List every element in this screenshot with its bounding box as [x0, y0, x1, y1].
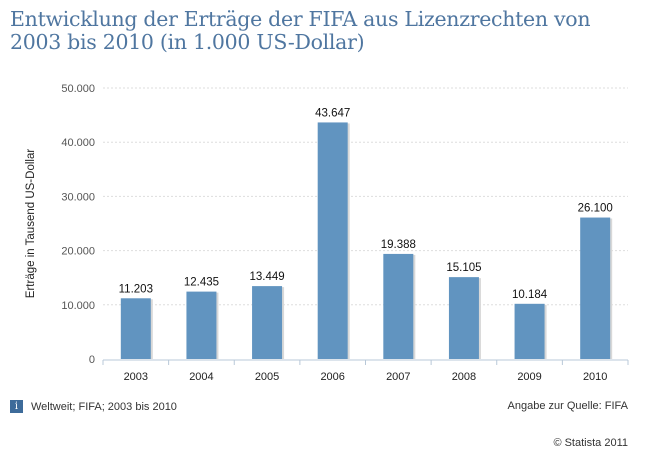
y-tick-label: 0 — [89, 354, 95, 366]
y-tick-label: 20.000 — [61, 246, 95, 258]
bar-2004 — [186, 291, 217, 359]
data-label: 10.184 — [512, 289, 548, 301]
x-tick-label: 2003 — [124, 371, 148, 383]
x-tick-label: 2008 — [452, 371, 476, 383]
y-tick-label: 10.000 — [61, 300, 95, 312]
info-text: Weltweit; FIFA; 2003 bis 2010 — [31, 400, 177, 413]
source-text: Angabe zur Quelle: FIFA — [507, 400, 628, 412]
y-tick-label: 30.000 — [61, 191, 95, 203]
bar-2005 — [252, 286, 283, 359]
y-tick-label: 40.000 — [61, 137, 95, 149]
data-label: 13.449 — [249, 271, 284, 283]
data-label: 43.647 — [315, 107, 350, 119]
x-tick-label: 2004 — [189, 371, 213, 383]
y-tick-label: 50.000 — [61, 83, 95, 95]
x-tick-label: 2006 — [320, 371, 344, 383]
bar-2009 — [514, 303, 545, 359]
data-label: 19.388 — [381, 239, 416, 251]
info-note: i Weltweit; FIFA; 2003 bis 2010 — [10, 400, 177, 413]
x-tick-label: 2005 — [255, 371, 279, 383]
bar-2010 — [580, 217, 611, 359]
bar-2006 — [317, 122, 348, 359]
y-axis-label: Erträge in Tausend US-Dollar — [25, 149, 37, 299]
chart-title: Entwicklung der Erträge der FIFA aus Liz… — [10, 7, 591, 54]
data-label: 26.100 — [578, 203, 613, 215]
copyright: © Statista 2011 — [553, 437, 628, 449]
x-tick-label: 2010 — [583, 371, 607, 383]
data-label: 15.105 — [446, 262, 481, 274]
data-label: 12.435 — [184, 277, 219, 289]
bar-2008 — [448, 277, 479, 359]
bar-2003 — [120, 298, 151, 359]
info-icon[interactable]: i — [10, 400, 23, 413]
bar-2007 — [383, 253, 414, 359]
x-tick-label: 2009 — [517, 371, 541, 383]
x-tick-label: 2007 — [386, 371, 410, 383]
data-label: 11.203 — [119, 283, 153, 295]
